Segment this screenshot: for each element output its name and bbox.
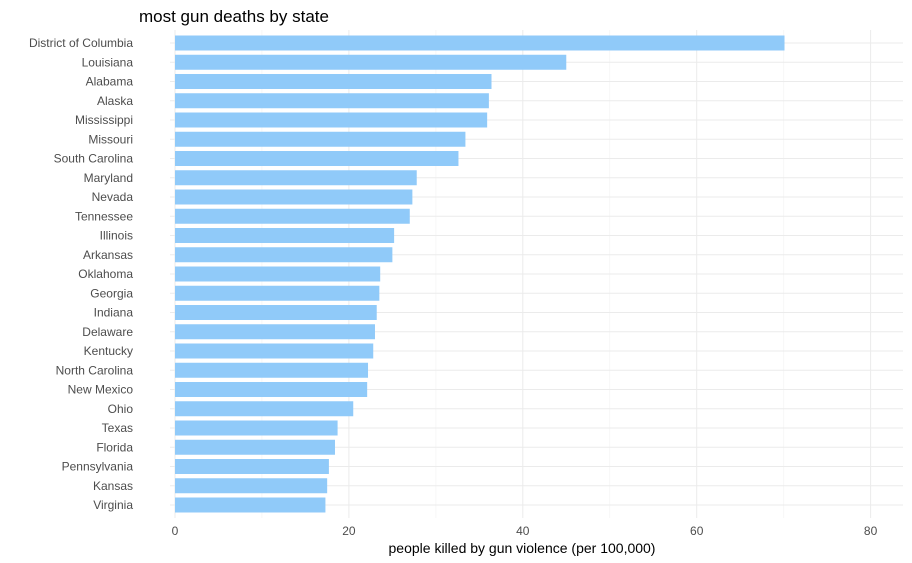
y-tick-label: Georgia — [90, 286, 133, 300]
bar — [175, 208, 410, 224]
chart-title: most gun deaths by state — [139, 7, 329, 26]
bar — [175, 478, 328, 494]
bar — [175, 305, 377, 320]
bar — [175, 343, 374, 359]
y-tick-label: Pennsylvania — [62, 460, 134, 474]
bar — [175, 459, 329, 474]
bar — [175, 74, 492, 89]
x-tick-labels: 0 20 40 60 80 — [172, 524, 878, 538]
bar — [175, 189, 413, 205]
x-tick-label: 60 — [690, 524, 704, 538]
x-tick-label: 80 — [864, 524, 878, 538]
y-tick-label: Ohio — [108, 402, 134, 416]
bar — [175, 131, 466, 147]
y-tick-label: Alaska — [97, 94, 133, 108]
y-tick-label: Florida — [96, 440, 133, 454]
x-axis-title: people killed by gun violence (per 100,0… — [389, 540, 656, 556]
bar — [175, 93, 489, 109]
x-tick-label: 0 — [172, 524, 179, 538]
y-tick-label: Illinois — [100, 229, 133, 243]
bar — [175, 324, 375, 340]
y-tick-label: Kentucky — [84, 344, 133, 358]
bar — [175, 54, 567, 70]
x-tick-label: 40 — [516, 524, 530, 538]
bar — [175, 247, 393, 263]
y-tick-label: Delaware — [82, 325, 133, 339]
bar — [175, 266, 381, 282]
y-tick-label: New Mexico — [68, 383, 134, 397]
x-tick-label: 20 — [342, 524, 356, 538]
bar — [175, 497, 326, 513]
bar — [175, 228, 395, 243]
bar — [175, 401, 354, 417]
y-tick-label: Indiana — [94, 306, 134, 320]
bars — [175, 35, 785, 513]
bar — [175, 362, 369, 378]
y-tick-label: South Carolina — [54, 152, 134, 166]
y-tick-label: Virginia — [93, 498, 133, 512]
bar — [175, 285, 380, 301]
bar — [175, 112, 488, 128]
y-tick-label: Alabama — [86, 75, 134, 89]
y-tick-label: Kansas — [93, 479, 133, 493]
y-tick-label: Nevada — [92, 190, 134, 204]
y-tick-label: Tennessee — [75, 209, 133, 223]
bar — [175, 170, 417, 186]
y-tick-label: District of Columbia — [29, 36, 133, 50]
bar — [175, 420, 338, 436]
bar — [175, 382, 368, 397]
y-tick-label: Texas — [102, 421, 133, 435]
bar — [175, 439, 335, 455]
y-tick-label: Maryland — [84, 171, 133, 185]
bar — [175, 35, 785, 51]
y-tick-label: Mississippi — [75, 113, 133, 127]
y-tick-label: North Carolina — [56, 363, 134, 377]
y-tick-label: Oklahoma — [78, 267, 133, 281]
bar — [175, 151, 459, 166]
y-tick-label: Missouri — [88, 132, 133, 146]
y-tick-label: Arkansas — [83, 248, 133, 262]
y-tick-labels: District of Columbia Louisiana Alabama Alas… — [29, 36, 133, 512]
y-tick-label: Louisiana — [82, 55, 134, 69]
